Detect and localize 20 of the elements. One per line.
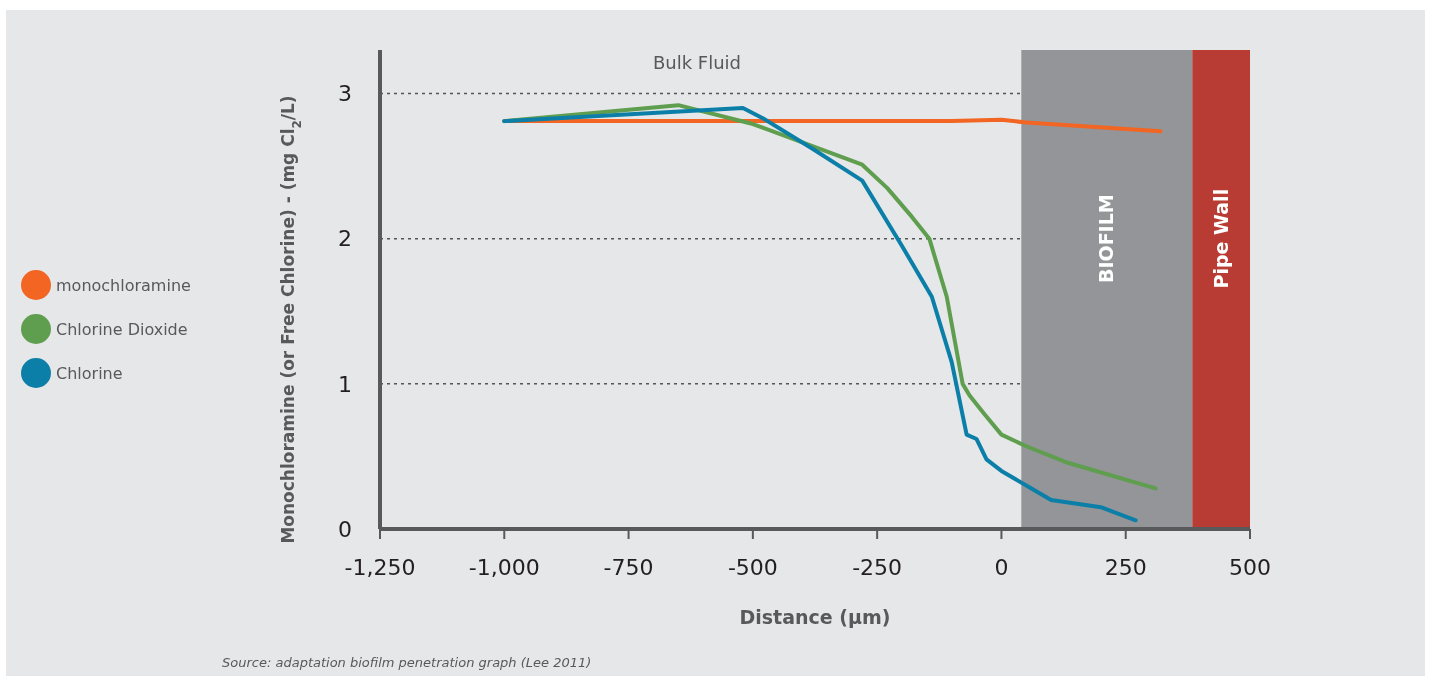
x-tick-label: -1,000	[468, 555, 540, 580]
x-tick-label: -750	[603, 555, 654, 580]
x-axis-title: Distance (µm)	[739, 606, 891, 628]
x-tick-label: 250	[1104, 555, 1147, 580]
source-note: Source: adaptation biofilm penetration graph (Lee 2011)	[222, 655, 592, 670]
band-label: Pipe Wall	[1209, 188, 1232, 289]
y-tick-label: 3	[338, 81, 352, 107]
legend-label: monochloramine	[56, 275, 191, 295]
x-tick-label: -1,250	[344, 555, 416, 580]
legend-label: Chlorine Dioxide	[56, 319, 188, 339]
legend-label: Chlorine	[56, 363, 123, 383]
x-tick-label: 500	[1229, 555, 1271, 580]
x-tick-label: -250	[852, 555, 903, 580]
annotation: Bulk Fluid	[652, 52, 742, 73]
y-tick-label: 0	[338, 516, 352, 542]
x-tick-label: -500	[727, 555, 778, 580]
y-tick-label: 2	[338, 226, 352, 252]
band-label: BIOFILM	[1095, 194, 1118, 284]
x-tick-label: 0	[994, 555, 1009, 580]
y-tick-label: 1	[338, 371, 352, 397]
